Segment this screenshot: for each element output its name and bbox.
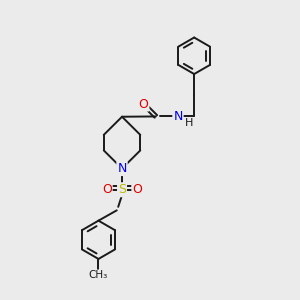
Text: N: N xyxy=(173,110,183,123)
Text: O: O xyxy=(139,98,148,111)
Text: H: H xyxy=(185,118,193,128)
Text: S: S xyxy=(118,183,126,196)
Text: O: O xyxy=(102,183,112,196)
Text: CH₃: CH₃ xyxy=(89,270,108,280)
Text: N: N xyxy=(117,162,127,175)
Text: O: O xyxy=(132,183,142,196)
